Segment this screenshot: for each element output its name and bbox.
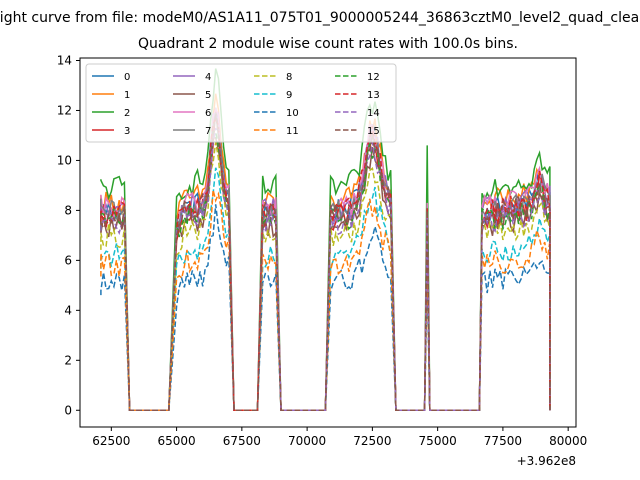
series-lines — [100, 68, 551, 412]
legend-label-7: 7 — [205, 126, 211, 137]
series-line-10 — [100, 204, 551, 412]
legend-label-12: 12 — [367, 72, 380, 83]
x-tick-label: 62500 — [92, 434, 130, 448]
legend-label-15: 15 — [367, 126, 380, 137]
legend-label-2: 2 — [124, 108, 130, 119]
x-offset-label: +3.962e8 — [517, 454, 576, 468]
legend-label-5: 5 — [205, 90, 211, 101]
legend-label-8: 8 — [286, 72, 292, 83]
x-tick-label: 67500 — [223, 434, 261, 448]
series-line-15 — [100, 114, 551, 412]
legend-label-6: 6 — [205, 108, 211, 119]
x-tick-label: 72500 — [353, 434, 391, 448]
x-tick-label: 80000 — [549, 434, 587, 448]
x-tick-label: 75000 — [419, 434, 457, 448]
y-tick-label: 2 — [64, 353, 72, 367]
legend-label-10: 10 — [286, 108, 299, 119]
legend-label-4: 4 — [205, 72, 211, 83]
legend-label-13: 13 — [367, 90, 380, 101]
y-tick-label: 10 — [57, 153, 72, 167]
y-tick-label: 0 — [64, 403, 72, 417]
legend-label-0: 0 — [124, 72, 130, 83]
legend-label-11: 11 — [286, 126, 299, 137]
figure-suptitle: Light curve from file: modeM0/AS1A11_075… — [0, 10, 640, 26]
series-line-14 — [100, 127, 551, 412]
legend-box — [85, 63, 397, 143]
chart-title: Quadrant 2 module wise count rates with … — [138, 36, 518, 52]
y-tick-label: 6 — [64, 253, 72, 267]
series-line-9 — [100, 167, 551, 412]
x-tick-label: 70000 — [288, 434, 326, 448]
series-line-1 — [100, 93, 551, 412]
y-tick-label: 14 — [57, 53, 72, 67]
y-tick-label: 8 — [64, 203, 72, 217]
series-line-12 — [100, 130, 551, 412]
series-line-11 — [100, 189, 551, 412]
plot-frame — [79, 57, 577, 428]
legend-label-14: 14 — [367, 108, 380, 119]
legend-label-1: 1 — [124, 90, 130, 101]
legend-label-9: 9 — [286, 90, 292, 101]
y-tick-label: 12 — [57, 103, 72, 117]
series-line-13 — [100, 115, 551, 412]
x-tick-label: 65000 — [157, 434, 195, 448]
legend-label-3: 3 — [124, 126, 130, 137]
series-line-6 — [100, 106, 551, 412]
axis-ticks: 62500 65000 67500 70000 72500 75000 77500 80000… — [57, 53, 588, 448]
y-tick-label: 4 — [64, 303, 72, 317]
x-tick-label: 77500 — [484, 434, 522, 448]
